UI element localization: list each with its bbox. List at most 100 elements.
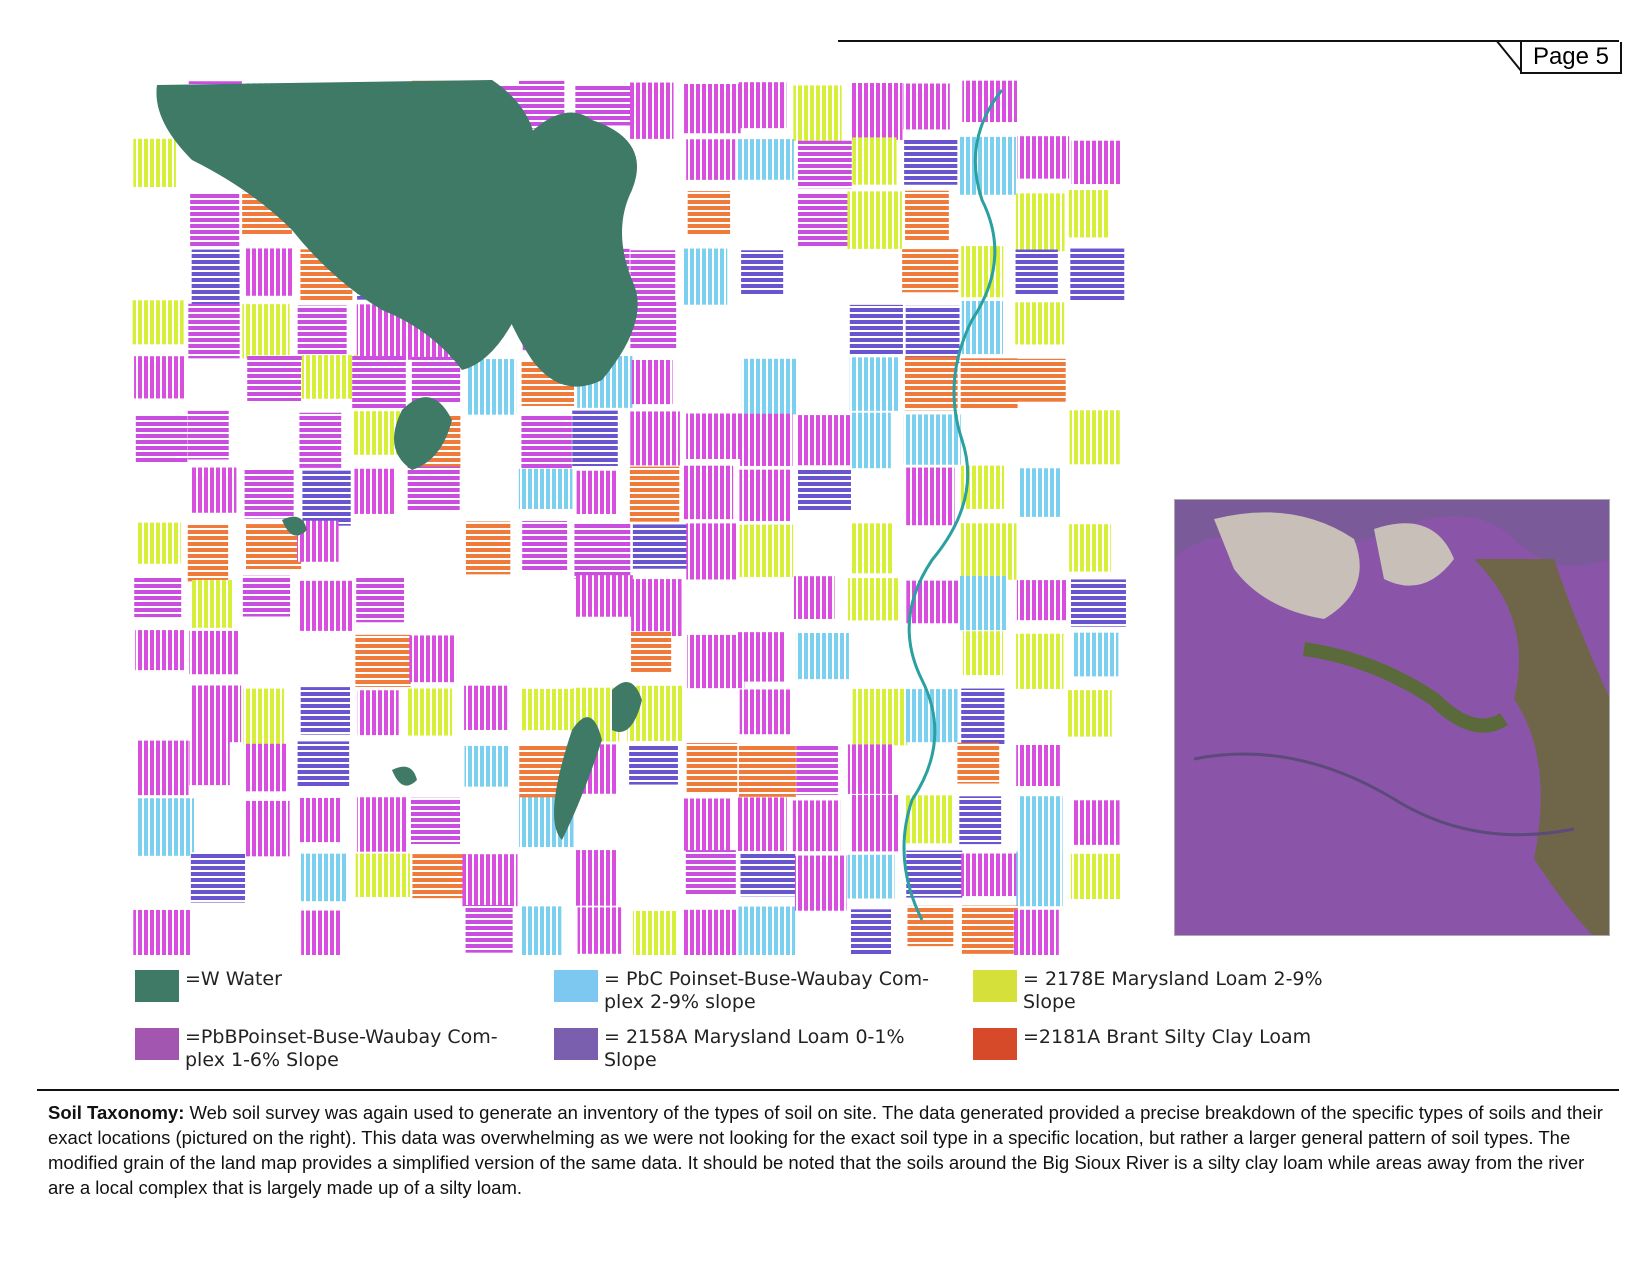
field-block [355,634,411,687]
field-block [906,850,963,898]
field-block [902,249,959,293]
legend-line: plex 2-9% slope [604,991,756,1013]
field-block [687,634,745,689]
field-block [793,576,835,619]
field-block [1016,745,1060,786]
field-block [465,521,511,575]
field-block [191,579,233,628]
legend-swatch [973,1028,1017,1060]
field-block [133,909,191,955]
field-block [576,470,618,514]
legend-label: =W Water [185,968,282,991]
field-block [958,136,1016,195]
field-block [904,356,958,411]
field-block [686,743,738,793]
field-block [685,850,736,895]
field-block [189,741,230,786]
field-block [243,688,285,745]
header-rule [838,40,1619,42]
field-block [188,303,240,359]
legend-line: Slope [1023,991,1076,1013]
field-block [301,910,342,955]
field-block [1016,851,1063,907]
section-rule [37,1089,1619,1091]
field-block [136,522,181,564]
field-block [687,191,731,235]
field-block [1069,410,1120,465]
field-block [682,465,734,520]
paragraph-text: Web soil survey was again used to genera… [48,1102,1603,1198]
field-block [906,467,955,526]
field-block [683,798,732,851]
field-block [135,415,188,463]
field-block [630,250,676,303]
field-block [738,82,787,129]
field-block [577,907,622,954]
field-block [187,410,229,460]
field-block [629,466,680,522]
field-block [907,905,954,947]
field-block [797,415,851,466]
field-block [1017,136,1070,179]
field-block [961,853,1017,897]
legend-line: = 2178E Marysland Loam 2-9% [1023,968,1323,990]
field-block [741,358,798,415]
river [902,89,1004,921]
field-block [958,575,1006,631]
field-block [739,689,792,735]
field-block [686,523,738,580]
field-block [409,635,457,683]
field-block [793,85,842,141]
field-block [797,192,851,247]
field-block [631,359,673,405]
field-block [575,850,618,906]
field-block [962,80,1018,123]
field-block [740,413,793,466]
field-block [961,688,1005,745]
paragraph-lead: Soil Taxonomy: [48,1102,185,1123]
legend-swatch [135,1028,179,1060]
field-block [740,853,796,897]
field-block [191,249,240,305]
field-block [297,305,347,361]
field-block [245,743,287,792]
field-block [1015,358,1066,402]
soil-map [132,80,1126,955]
survey-map [1174,499,1610,936]
legend-label: = 2178E Marysland Loam 2-9% Slope [1023,968,1323,1014]
field-block [522,521,568,571]
field-block [354,468,396,514]
field-block [1071,140,1121,185]
field-block [959,796,1002,845]
field-block [905,190,949,242]
field-block [136,740,189,796]
field-block [1070,248,1125,302]
field-block [521,415,572,473]
field-block [299,412,342,468]
field-block [465,905,513,953]
field-block [847,578,900,621]
legend-swatch [973,970,1017,1002]
field-block [684,83,741,134]
field-block [355,853,410,898]
field-block [357,690,399,736]
field-block [850,83,903,140]
legend-label: = PbC Poinset-Buse-Waubay Com-plex 2-9% … [604,968,929,1014]
field-block [242,304,290,359]
field-block [352,411,401,455]
field-block [906,580,959,624]
legend-label: =2181A Brant Silty Clay Loam [1023,1026,1311,1049]
field-block [1071,800,1120,845]
field-block [1072,632,1119,677]
legend-line: plex 1-6% Slope [185,1049,339,1071]
field-block [242,575,291,617]
field-block [357,797,408,852]
field-block [1016,633,1064,689]
field-block [957,742,1000,784]
field-block [190,852,246,903]
field-block [737,797,787,851]
field-block [630,300,677,350]
field-block [1070,579,1126,627]
field-block [1067,690,1112,737]
field-block [412,854,469,899]
